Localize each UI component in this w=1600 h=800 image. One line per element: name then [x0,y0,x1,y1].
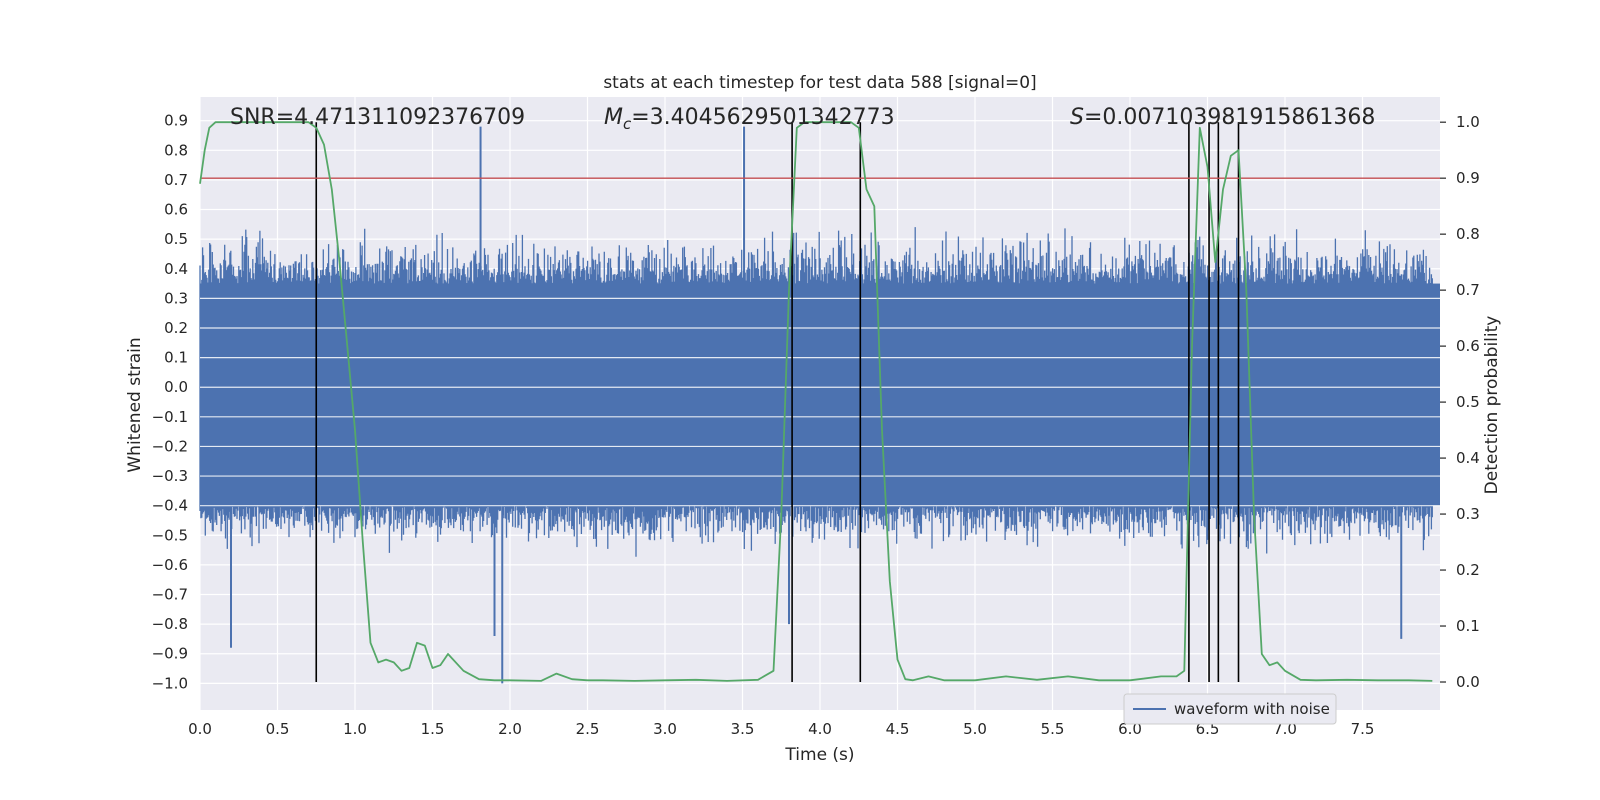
y-tick-label: 0.7 [164,171,188,189]
chirp-mass-subscript: c [623,115,632,133]
y-tick-label: −0.6 [152,556,188,574]
x-tick-label: 3.0 [653,720,677,738]
y-tick-label: 0.2 [164,319,188,337]
x-axis-label: Time (s) [784,745,854,765]
x-tick-label: 7.5 [1351,720,1375,738]
y2-tick-label: 0.7 [1456,281,1480,299]
snr-annotation: SNR=4.471311092376709 [230,105,525,130]
x-tick-label: 2.5 [576,720,600,738]
x-tick-label: 0.5 [266,720,290,738]
y2-tick-label: 0.6 [1456,337,1480,355]
legend: waveform with noise [1123,693,1337,725]
y-tick-label: 0.5 [164,230,188,248]
y-tick-label: 0.3 [164,289,188,307]
y2-tick-label: 0.4 [1456,449,1480,467]
y-tick-label: −0.2 [152,437,188,455]
y2-tick-label: 1.0 [1456,113,1480,131]
x-tick-label: 1.0 [343,720,367,738]
y2-tick-label: 0.3 [1456,505,1480,523]
y-tick-label: −0.7 [152,586,188,604]
chirp-mass-symbol: M [604,105,623,130]
probability-series-line [199,121,1433,682]
y-tick-label: −0.4 [152,497,188,515]
y-tick-label: −0.3 [152,467,188,485]
x-tick-label: 1.5 [421,720,445,738]
y-tick-label: 0.6 [164,201,188,219]
x-ticks: 0.0 0.5 1.0 1.5 2.0 2.5 3.0 3.5 4.0 4.5 5.0 5.5 6.0 6… [188,720,1374,738]
y-axis-label: Whitened strain [125,337,145,472]
legend-label: waveform with noise [1174,700,1330,718]
y2-tick-label: 0.9 [1456,169,1480,187]
y2-tick-label: 0.5 [1456,393,1480,411]
s-annotation: S=0.007103981915861368 [1070,105,1375,130]
x-tick-label: 4.5 [886,720,910,738]
y2-tick-label: 0.8 [1456,225,1480,243]
x-tick-label: 5.0 [963,720,987,738]
y2-axis-label: Detection probability [1482,316,1502,495]
y-ticks: 0.9 0.8 0.7 0.6 0.5 0.4 0.3 0.2 0.1 0.0 −0.1 −0.2 −0… [152,112,188,693]
y-tick-label: 0.1 [164,349,188,367]
y2-tick-label: 0.1 [1456,617,1480,635]
y-tick-label: −1.0 [152,674,188,692]
x-tick-label: 4.0 [808,720,832,738]
x-tick-label: 2.0 [498,720,522,738]
s-value: =0.007103981915861368 [1084,105,1375,130]
strain-series [199,126,1440,684]
chart-title: stats at each timestep for test data 588… [603,73,1036,93]
strain-noise-trace [199,227,1433,557]
y-tick-label: 0.0 [164,378,188,396]
s-symbol: S [1070,105,1084,130]
legend-box [1123,693,1337,725]
chirp-mass-value: =3.4045629501342773 [631,105,894,130]
x-tick-label: 0.0 [188,720,212,738]
y-tick-label: 0.9 [164,112,188,130]
y-tick-label: −0.1 [152,408,188,426]
y-tick-label: −0.5 [152,526,188,544]
y-tick-label: −0.8 [152,615,188,633]
x-tick-label: 3.5 [731,720,755,738]
y-tick-label: 0.4 [164,260,188,278]
y-tick-label: 0.8 [164,141,188,159]
chirp-mass-annotation: Mc=3.4045629501342773 [604,105,895,133]
y-tick-label: −0.9 [152,645,188,663]
y2-tick-label: 0.2 [1456,561,1480,579]
y2-ticks: 1.0 0.9 0.8 0.7 0.6 0.5 0.4 0.3 0.2 0.1 0.0 [1440,113,1480,691]
y2-tick-label: 0.0 [1456,673,1480,691]
x-tick-label: 5.5 [1041,720,1065,738]
